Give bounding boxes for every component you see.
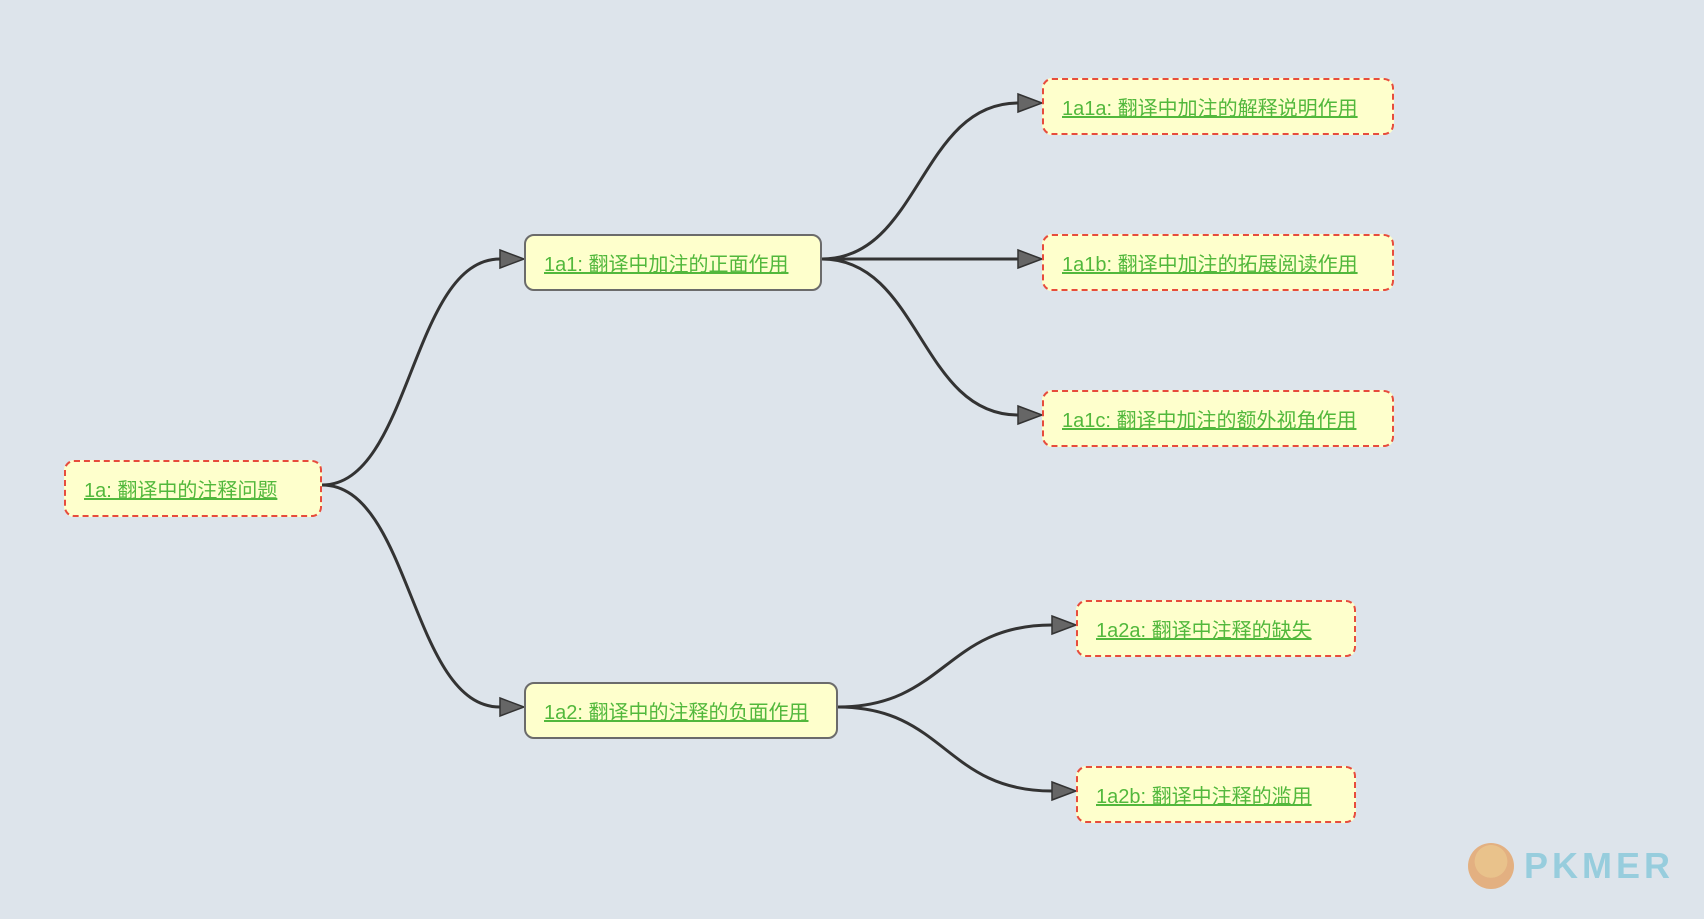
arrow-1a1-1a1a — [1018, 94, 1042, 112]
edge-1a2-1a2b — [838, 707, 1052, 791]
arrow-1a-1a2 — [500, 698, 524, 716]
edge-1a1-1a1c — [822, 259, 1018, 415]
watermark-text: PKMER — [1524, 845, 1674, 887]
watermark-icon — [1468, 843, 1514, 889]
edge-1a-1a1 — [322, 259, 500, 485]
node-1a1a[interactable]: 1a1a: 翻译中加注的解释说明作用 — [1042, 78, 1394, 135]
node-link-1a[interactable]: 1a: 翻译中的注释问题 — [84, 480, 277, 502]
node-link-1a2a[interactable]: 1a2a: 翻译中注释的缺失 — [1096, 620, 1312, 642]
edge-1a2-1a2a — [838, 625, 1052, 707]
edge-1a1-1a1a — [822, 103, 1018, 259]
arrow-1a2-1a2a — [1052, 616, 1076, 634]
node-link-1a1c[interactable]: 1a1c: 翻译中加注的额外视角作用 — [1062, 410, 1356, 432]
watermark: PKMER — [1468, 843, 1674, 889]
node-1a2a[interactable]: 1a2a: 翻译中注释的缺失 — [1076, 600, 1356, 657]
node-link-1a1[interactable]: 1a1: 翻译中加注的正面作用 — [544, 254, 788, 276]
node-link-1a1b[interactable]: 1a1b: 翻译中加注的拓展阅读作用 — [1062, 254, 1358, 276]
node-1a[interactable]: 1a: 翻译中的注释问题 — [64, 460, 322, 517]
node-link-1a2b[interactable]: 1a2b: 翻译中注释的滥用 — [1096, 786, 1312, 808]
node-1a1b[interactable]: 1a1b: 翻译中加注的拓展阅读作用 — [1042, 234, 1394, 291]
arrow-1a1-1a1c — [1018, 406, 1042, 424]
arrow-1a-1a1 — [500, 250, 524, 268]
node-1a1c[interactable]: 1a1c: 翻译中加注的额外视角作用 — [1042, 390, 1394, 447]
node-link-1a2[interactable]: 1a2: 翻译中的注释的负面作用 — [544, 702, 808, 724]
edge-1a-1a2 — [322, 485, 500, 707]
node-1a2b[interactable]: 1a2b: 翻译中注释的滥用 — [1076, 766, 1356, 823]
node-link-1a1a[interactable]: 1a1a: 翻译中加注的解释说明作用 — [1062, 98, 1358, 120]
arrow-1a2-1a2b — [1052, 782, 1076, 800]
node-1a2[interactable]: 1a2: 翻译中的注释的负面作用 — [524, 682, 838, 739]
arrow-1a1-1a1b — [1018, 250, 1042, 268]
node-1a1[interactable]: 1a1: 翻译中加注的正面作用 — [524, 234, 822, 291]
